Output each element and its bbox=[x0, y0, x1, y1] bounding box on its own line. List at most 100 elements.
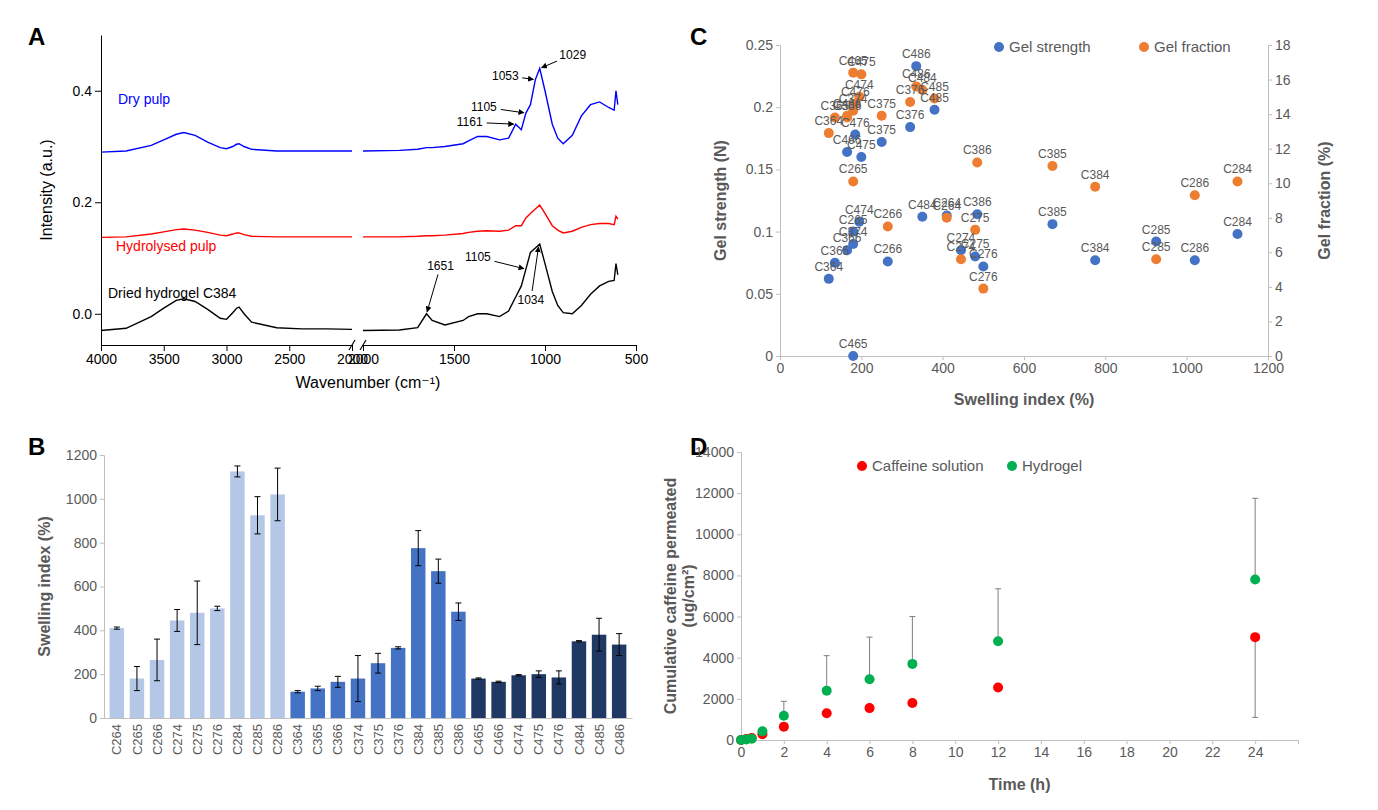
error-bar bbox=[275, 468, 281, 521]
error-cap bbox=[415, 530, 421, 531]
tick-label: 14 bbox=[1034, 744, 1050, 760]
point bbox=[757, 726, 767, 736]
error-cap bbox=[335, 687, 341, 688]
point bbox=[1190, 190, 1200, 200]
error-cap bbox=[596, 651, 602, 652]
tick: 22 bbox=[1205, 740, 1221, 760]
point bbox=[956, 254, 966, 264]
error-line bbox=[237, 466, 238, 477]
bar bbox=[110, 628, 124, 718]
point bbox=[883, 256, 893, 266]
tick: C284 bbox=[230, 718, 245, 755]
error-line bbox=[998, 589, 999, 641]
point bbox=[1047, 161, 1057, 171]
tick: 18 bbox=[1119, 740, 1135, 760]
tick-mark bbox=[776, 232, 780, 233]
tick: 0.0 bbox=[73, 306, 101, 322]
tick-label: 3500 bbox=[149, 351, 180, 367]
tick-mark bbox=[1268, 356, 1272, 357]
tick-mark bbox=[95, 91, 101, 92]
tick-label: C364 bbox=[290, 724, 305, 755]
tick: 0.1 bbox=[754, 224, 780, 240]
tick-mark bbox=[1268, 321, 1272, 322]
point bbox=[824, 274, 834, 284]
tick-mark bbox=[100, 630, 104, 631]
tick-label: 18 bbox=[1119, 744, 1135, 760]
legend-marker bbox=[1007, 461, 1017, 471]
axis-title: Wavenumber (cm⁻¹) bbox=[296, 374, 441, 391]
tick-label: C284 bbox=[230, 724, 245, 755]
error-cap bbox=[496, 682, 502, 683]
tick: C474 bbox=[511, 718, 526, 755]
tick-label: C265 bbox=[129, 724, 144, 755]
axis-line bbox=[101, 36, 102, 346]
tick-label: 14000 bbox=[695, 444, 734, 460]
error-cap bbox=[154, 639, 160, 640]
tick-label: 12000 bbox=[695, 485, 734, 501]
tick-label: 0.1 bbox=[754, 224, 774, 240]
tick-label: C285 bbox=[250, 724, 265, 755]
tick-label: C366 bbox=[330, 724, 345, 755]
tick: 16 bbox=[1268, 72, 1291, 88]
error-cap bbox=[1252, 498, 1258, 499]
tick-label: 1000 bbox=[66, 491, 97, 507]
bar bbox=[290, 692, 304, 718]
error-bar bbox=[536, 671, 542, 678]
point-label: C376 bbox=[896, 108, 925, 122]
point bbox=[993, 683, 1003, 693]
tick-mark bbox=[776, 45, 780, 46]
error-line bbox=[619, 634, 620, 656]
axis: 200015001000500 bbox=[348, 345, 648, 367]
point-label: C285 bbox=[1142, 223, 1171, 237]
tick: C366 bbox=[330, 718, 345, 755]
tick-label: C266 bbox=[150, 724, 165, 755]
point bbox=[865, 674, 875, 684]
error-cap bbox=[134, 690, 140, 691]
point-label: C375 bbox=[867, 97, 896, 111]
point-label: C465 bbox=[839, 337, 868, 351]
error-cap bbox=[335, 676, 341, 677]
axis-title: Swelling index (%) bbox=[954, 391, 1094, 408]
point bbox=[942, 213, 952, 223]
tick-label: 24 bbox=[1248, 744, 1264, 760]
tick: C274 bbox=[170, 718, 185, 755]
point bbox=[905, 97, 915, 107]
error-cap bbox=[995, 588, 1001, 589]
tick-label: C286 bbox=[270, 724, 285, 755]
tick-mark bbox=[776, 169, 780, 170]
axis: C264C265C266C274C275C276C284C285C286C364… bbox=[105, 718, 633, 755]
axis: 0.00.20.4 bbox=[73, 36, 102, 346]
tick-label: C275 bbox=[190, 724, 205, 755]
point bbox=[1090, 255, 1100, 265]
plot-area bbox=[824, 61, 1243, 361]
axis-line bbox=[737, 453, 742, 741]
point-label: C284 bbox=[1223, 215, 1252, 229]
tick: C465 bbox=[471, 718, 486, 755]
point-label: C386 bbox=[963, 143, 992, 157]
point-label: C384 bbox=[1081, 168, 1110, 182]
bar bbox=[471, 679, 485, 718]
tick-label: 0.25 bbox=[746, 37, 773, 53]
tick-label: 0.05 bbox=[746, 286, 773, 302]
tick-label: C485 bbox=[592, 724, 607, 755]
point bbox=[1233, 176, 1243, 186]
point-label: C276 bbox=[969, 270, 998, 284]
point bbox=[877, 137, 887, 147]
error-bar bbox=[254, 497, 260, 534]
tick-label: C476 bbox=[551, 724, 566, 755]
tick: 8000 bbox=[703, 567, 741, 583]
point bbox=[907, 698, 917, 708]
error-cap bbox=[455, 602, 461, 603]
tick: 18 bbox=[1268, 37, 1291, 53]
annotation: 1034 bbox=[517, 293, 544, 307]
error-line bbox=[458, 603, 459, 621]
series-label: Hydrolysed pulp bbox=[116, 238, 217, 254]
error-line bbox=[257, 497, 258, 534]
error-bar bbox=[395, 647, 401, 649]
error-cap bbox=[355, 701, 361, 702]
legend-label: Gel fraction bbox=[1154, 38, 1231, 55]
tick: 600 bbox=[1013, 356, 1037, 376]
tick-label: C466 bbox=[491, 724, 506, 755]
tick-label: 2 bbox=[780, 744, 788, 760]
panel-label: B bbox=[28, 433, 45, 460]
